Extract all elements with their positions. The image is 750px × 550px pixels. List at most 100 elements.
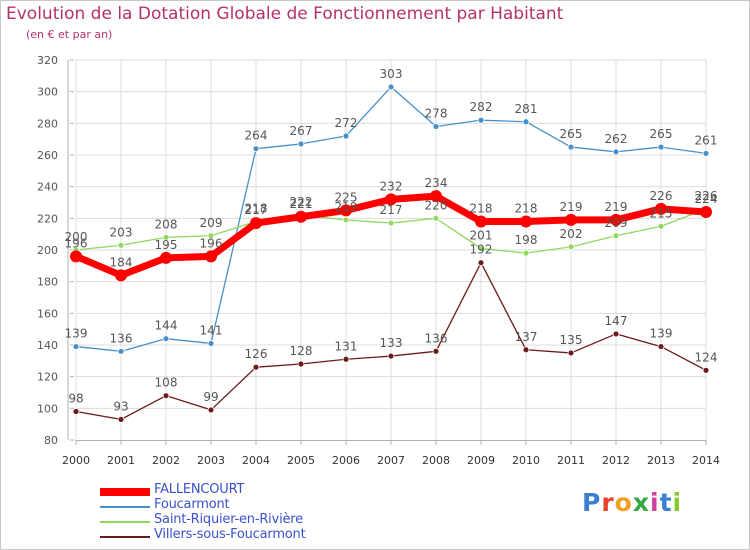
data-label-0: 184 xyxy=(110,255,133,269)
series-point-0 xyxy=(655,202,667,215)
data-label-0: 196 xyxy=(200,236,223,250)
series-point-2 xyxy=(477,245,485,252)
data-label-3: 136 xyxy=(425,331,448,345)
data-label-0: 195 xyxy=(155,238,178,252)
series-point-3 xyxy=(387,352,395,360)
x-tick-label: 2008 xyxy=(422,454,450,467)
legend-label: Villers-sous-Foucarmont xyxy=(154,527,306,542)
legend-label: Saint-Riquier-en-Rivière xyxy=(154,512,303,527)
series-point-3 xyxy=(432,347,440,355)
series-point-1 xyxy=(702,150,710,157)
series-point-0 xyxy=(565,213,577,226)
data-label-2: 218 xyxy=(245,202,268,216)
data-label-1: 272 xyxy=(335,116,358,130)
chart-subtitle: (en € et par an) xyxy=(26,28,113,41)
data-label-0: 232 xyxy=(380,179,403,193)
legend-swatch xyxy=(100,488,150,496)
data-label-1: 278 xyxy=(425,107,448,121)
series-point-0 xyxy=(430,190,442,203)
data-label-3: 98 xyxy=(68,392,83,406)
data-label-1: 141 xyxy=(200,323,223,337)
data-label-2: 226 xyxy=(695,189,718,203)
data-label-3: 147 xyxy=(605,314,628,328)
data-label-0: 226 xyxy=(650,189,673,203)
series-point-1 xyxy=(252,145,260,153)
data-label-1: 136 xyxy=(110,331,133,345)
series-point-3 xyxy=(162,392,170,400)
data-label-1: 262 xyxy=(605,132,628,146)
x-tick-label: 2001 xyxy=(107,454,135,467)
x-tick-label: 2014 xyxy=(692,454,720,467)
x-tick-label: 2009 xyxy=(467,454,495,467)
legend-item: Saint-Riquier-en-Rivière xyxy=(100,512,400,529)
data-label-3: 139 xyxy=(650,327,673,341)
series-point-2 xyxy=(612,232,620,240)
series-point-2 xyxy=(432,214,440,222)
series-point-2 xyxy=(207,232,215,240)
series-point-0 xyxy=(385,193,397,206)
series-point-1 xyxy=(207,340,215,347)
series-point-1 xyxy=(432,123,440,130)
data-label-3: 133 xyxy=(380,336,403,350)
series-point-3 xyxy=(702,366,710,374)
data-label-3: 192 xyxy=(470,243,493,257)
y-tick-label: 300 xyxy=(37,86,58,99)
y-tick-label: 100 xyxy=(37,402,58,415)
data-label-0: 221 xyxy=(290,197,313,211)
x-tick-label: 2006 xyxy=(332,454,360,467)
data-label-2: 208 xyxy=(155,217,178,231)
data-label-0: 218 xyxy=(470,202,493,216)
data-label-1: 139 xyxy=(65,327,88,341)
y-tick-label: 260 xyxy=(37,149,58,162)
x-tick-label: 2003 xyxy=(197,454,225,467)
data-label-3: 126 xyxy=(245,347,268,361)
logo-letter: x xyxy=(632,488,650,517)
data-label-0: 225 xyxy=(335,190,358,204)
logo-letter: i xyxy=(672,488,683,517)
series-point-0 xyxy=(70,250,82,263)
x-tick-label: 2002 xyxy=(152,454,180,467)
series-point-0 xyxy=(520,215,532,228)
data-label-0: 219 xyxy=(605,200,628,214)
series-point-3 xyxy=(342,355,350,363)
series-point-2 xyxy=(117,241,125,249)
series-point-0 xyxy=(340,204,352,217)
series-point-0 xyxy=(700,206,712,218)
x-tick-label: 2011 xyxy=(557,454,585,467)
series-point-2 xyxy=(162,233,170,241)
data-label-0: 196 xyxy=(65,236,88,250)
series-point-3 xyxy=(567,349,575,357)
x-tick-label: 2007 xyxy=(377,454,405,467)
data-label-2: 215 xyxy=(650,206,673,220)
data-label-3: 124 xyxy=(695,350,718,364)
series-point-1 xyxy=(387,83,395,91)
data-label-2: 209 xyxy=(200,216,223,230)
series-point-3 xyxy=(72,408,80,415)
data-label-1: 282 xyxy=(470,100,493,114)
series-point-1 xyxy=(297,140,305,148)
data-label-1: 303 xyxy=(380,67,403,81)
proxiti-logo: Proxiti xyxy=(582,488,682,517)
series-point-1 xyxy=(72,343,80,350)
series-point-3 xyxy=(612,330,620,338)
legend-label: Foucarmont xyxy=(154,497,230,512)
logo-letter: t xyxy=(659,488,673,517)
data-label-2: 198 xyxy=(515,233,538,247)
series-point-1 xyxy=(612,148,620,156)
legend-item: Villers-sous-Foucarmont xyxy=(100,527,400,544)
series-point-0 xyxy=(250,217,262,230)
series-point-2 xyxy=(657,222,665,230)
series-point-3 xyxy=(207,406,215,414)
data-label-0: 234 xyxy=(425,176,448,190)
series-point-0 xyxy=(205,250,217,263)
y-tick-label: 320 xyxy=(37,54,58,67)
y-tick-label: 180 xyxy=(37,276,58,289)
chart-title: Evolution de la Dotation Globale de Fonc… xyxy=(6,4,564,24)
data-label-0: 224 xyxy=(695,192,718,206)
data-label-1: 265 xyxy=(650,127,673,141)
series-point-2 xyxy=(387,219,395,227)
series-point-3 xyxy=(477,259,485,267)
data-label-3: 128 xyxy=(290,344,313,358)
series-point-0 xyxy=(295,210,307,223)
